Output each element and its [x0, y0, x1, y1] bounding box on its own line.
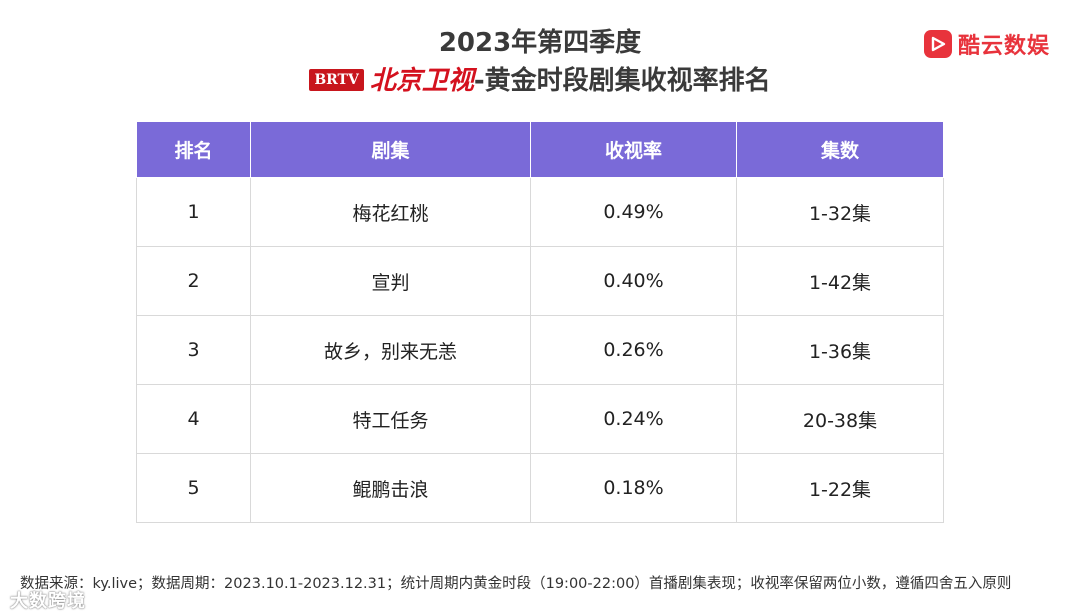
rating-cell: 0.24%	[530, 384, 737, 454]
column-header: 集数	[736, 121, 944, 178]
title-line2: BRTV 北京卫视-黄金时段剧集收视率排名	[0, 60, 1080, 97]
drama-cell: 宣判	[250, 246, 531, 316]
table-row: 3 故乡，别来无恙 0.26% 1-36集	[136, 315, 944, 385]
episodes-cell: 1-42集	[736, 246, 944, 316]
rank-cell: 5	[136, 453, 251, 523]
episodes-cell: 1-22集	[736, 453, 944, 523]
drama-cell: 故乡，别来无恙	[250, 315, 531, 385]
drama-cell: 特工任务	[250, 384, 531, 454]
column-header: 排名	[136, 121, 251, 178]
drama-cell: 梅花红桃	[250, 177, 531, 247]
rating-cell: 0.18%	[530, 453, 737, 523]
data-source-footnote: 数据来源：ky.live；数据周期：2023.10.1-2023.12.31；统…	[20, 576, 1012, 592]
column-header: 剧集	[250, 121, 531, 178]
brand-logo: 酷云数娱	[923, 28, 1050, 60]
episodes-cell: 20-38集	[736, 384, 944, 454]
rating-cell: 0.40%	[530, 246, 737, 316]
table-row: 5 鲲鹏击浪 0.18% 1-22集	[136, 453, 944, 523]
rank-cell: 2	[136, 246, 251, 316]
brtv-logo: BRTV	[309, 69, 364, 91]
rank-cell: 3	[136, 315, 251, 385]
table-row: 1 梅花红桃 0.49% 1-32集	[136, 177, 944, 247]
channel-name: 北京卫视	[369, 66, 474, 96]
rating-cell: 0.49%	[530, 177, 737, 247]
rating-cell: 0.26%	[530, 315, 737, 385]
table-row: 2 宣判 0.40% 1-42集	[136, 246, 944, 316]
episodes-cell: 1-32集	[736, 177, 944, 247]
play-logo-icon	[923, 30, 952, 58]
ranking-table: 排名 剧集 收视率 集数 1 梅花红桃 0.49% 1-32集 2 宣判 0.4…	[136, 121, 944, 523]
table-header-row: 排名 剧集 收视率 集数	[136, 121, 944, 178]
rank-cell: 1	[136, 177, 251, 247]
column-header: 收视率	[530, 121, 737, 178]
episodes-cell: 1-36集	[736, 315, 944, 385]
brand-name: 酷云数娱	[957, 34, 1050, 59]
title-rest: -黄金时段剧集收视率排名	[473, 66, 771, 96]
drama-cell: 鲲鹏击浪	[250, 453, 531, 523]
rank-cell: 4	[136, 384, 251, 454]
table-row: 4 特工任务 0.24% 20-38集	[136, 384, 944, 454]
title-line1: 2023年第四季度	[438, 28, 642, 58]
watermark: 大数跨境	[10, 591, 86, 612]
